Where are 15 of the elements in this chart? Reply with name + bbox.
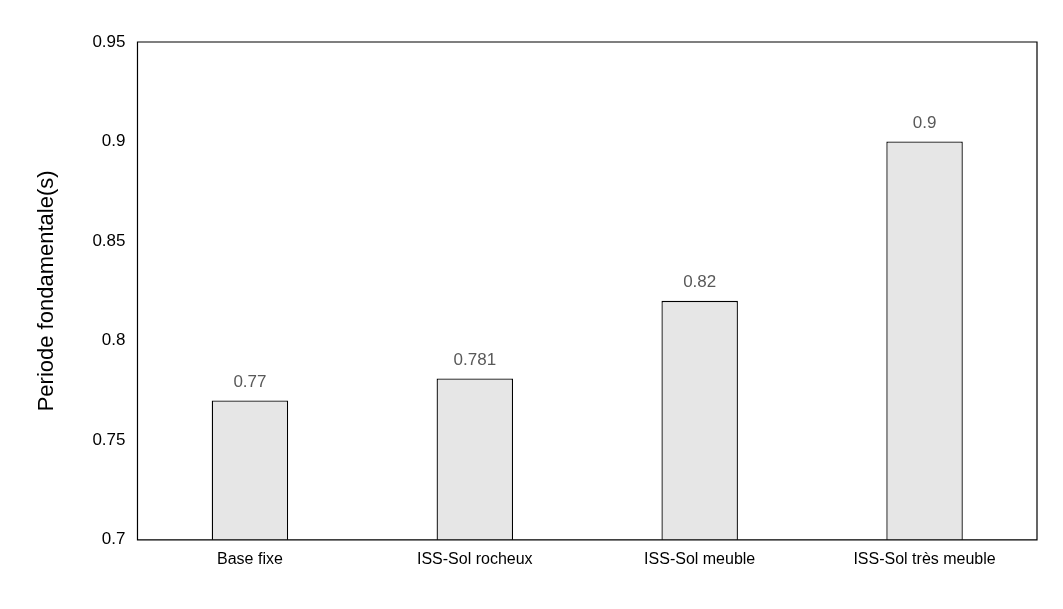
data-label: 0.9 (912, 112, 937, 132)
x-tick-label: Base fixe (217, 549, 283, 567)
data-label: 0.77 (233, 371, 267, 391)
y-axis-title: Periode fondamentale(s) (33, 170, 59, 412)
y-tick-label: 0.8 (101, 330, 126, 350)
y-tick-label: 0.9 (101, 131, 126, 151)
y-tick-label: 0.85 (92, 230, 126, 250)
x-tick-label: ISS-Sol rocheux (417, 549, 533, 567)
data-label: 0.781 (453, 349, 497, 369)
y-tick-label: 0.7 (101, 529, 126, 549)
y-tick-label: 0.75 (92, 429, 126, 449)
x-tick-label: ISS-Sol meuble (644, 549, 756, 567)
y-tick-label: 0.95 (92, 31, 126, 51)
data-label: 0.82 (683, 272, 717, 292)
x-tick-label: ISS-Sol très meuble (853, 549, 996, 567)
